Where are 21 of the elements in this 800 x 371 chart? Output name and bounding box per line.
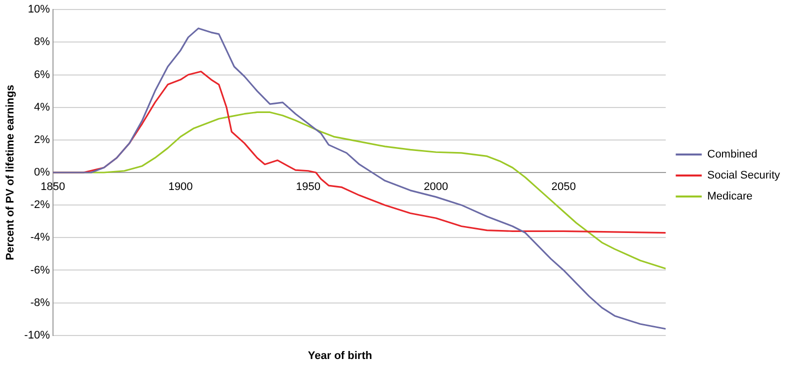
y-tick-label: 10% — [28, 4, 50, 16]
x-tick-label: 2050 — [551, 181, 576, 194]
x-axis-title: Year of birth — [306, 350, 374, 362]
y-tick-label: 0% — [34, 166, 50, 179]
y-tick-label: 8% — [34, 36, 50, 48]
y-tick-label: -6% — [30, 264, 50, 276]
legend-label: Social Security — [707, 170, 780, 182]
y-tick-label: -2% — [30, 199, 50, 212]
x-tick-label: 2000 — [424, 181, 448, 194]
y-tick-label: 2% — [34, 134, 50, 146]
x-tick-label: 1950 — [296, 181, 320, 194]
y-tick-label: 6% — [34, 68, 50, 81]
y-tick-label: -4% — [30, 232, 50, 244]
y-tick-label: -8% — [30, 296, 50, 309]
legend-label: Medicare — [707, 190, 752, 203]
x-tick-label: 1850 — [40, 181, 66, 194]
legend-label: Combined — [707, 148, 758, 161]
y-tick-label: -10% — [24, 329, 50, 342]
y-axis-title: Percent of PV of lifetime earnings — [4, 84, 17, 260]
x-tick-label: 1900 — [168, 181, 193, 194]
y-tick-label: 4% — [34, 101, 50, 114]
